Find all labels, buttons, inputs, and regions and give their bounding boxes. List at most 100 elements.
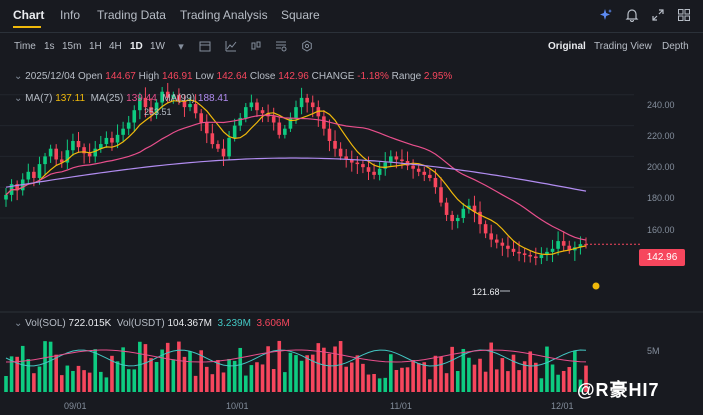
volume-bar: [366, 374, 371, 392]
indicator-icon[interactable]: [224, 39, 238, 53]
interval-1s[interactable]: 1s: [44, 41, 55, 52]
candle-body: [561, 241, 566, 246]
volume-bar: [478, 358, 482, 392]
volume-bar: [210, 374, 215, 392]
interval-1d[interactable]: 1D: [130, 41, 143, 52]
volume-bar: [455, 370, 460, 392]
candle-body: [210, 133, 215, 145]
volume-bar: [15, 356, 19, 392]
volume-bar: [76, 365, 81, 392]
candle-type-icon[interactable]: [249, 39, 263, 53]
tab-trading-analysis[interactable]: Trading Analysis: [180, 8, 268, 22]
view-trading-view[interactable]: Trading View: [594, 41, 652, 52]
candle-body: [489, 233, 493, 240]
candle-body: [472, 205, 477, 212]
volume-bar: [534, 362, 538, 392]
volume-bar: [121, 347, 125, 392]
volume-bar: [522, 361, 527, 392]
candle-body: [333, 141, 337, 149]
y-tick-160: 160.00: [647, 225, 675, 235]
candle-body: [227, 137, 231, 157]
volume-bar: [400, 367, 404, 392]
candle-body: [204, 122, 209, 134]
sparkle-icon[interactable]: [597, 6, 615, 24]
candle-body: [455, 218, 460, 222]
volume-bar: [171, 359, 176, 392]
volume-bar: [177, 341, 181, 392]
open-value: 144.67: [105, 71, 136, 82]
volume-bar: [143, 344, 148, 392]
candle-body: [349, 159, 354, 163]
volume-bar: [338, 341, 343, 392]
volume-bar: [4, 376, 8, 392]
time-label[interactable]: Time: [14, 41, 36, 52]
tab-chart[interactable]: Chart: [13, 8, 45, 22]
volume-bar: [43, 341, 47, 392]
candle-body: [288, 117, 293, 129]
volume-bar: [244, 375, 248, 392]
calendar-icon[interactable]: [198, 39, 212, 53]
view-original[interactable]: Original: [548, 41, 586, 52]
volume-bar: [383, 377, 388, 392]
chevron-down-icon[interactable]: ▾: [178, 40, 184, 53]
volume-bar: [411, 360, 415, 392]
volume-bar: [99, 371, 103, 392]
candle-body: [110, 137, 114, 143]
range-label: Range: [391, 71, 422, 82]
low-value: 142.64: [216, 71, 248, 82]
candle-body: [71, 141, 75, 151]
close-value: 142.96: [278, 71, 309, 82]
expand-icon[interactable]: [649, 6, 667, 24]
tab-trading-data[interactable]: Trading Data: [97, 8, 166, 22]
volume-bar: [433, 355, 438, 392]
tab-square[interactable]: Square: [281, 8, 320, 22]
volume-bar: [48, 341, 53, 392]
interval-1h[interactable]: 1H: [89, 41, 102, 52]
volume-bar: [333, 346, 337, 392]
open-label: Open: [78, 71, 103, 82]
volume-bar: [104, 377, 109, 392]
volume-bar: [227, 358, 231, 392]
candle-body: [82, 147, 86, 154]
high-annotation: 253.51: [144, 107, 172, 117]
candle-body: [305, 97, 309, 103]
change-label: CHANGE: [311, 71, 355, 82]
candle-body: [578, 244, 583, 248]
volume-bar: [556, 374, 560, 392]
volume-bar: [405, 367, 410, 392]
x-tick-1101: 11/01: [390, 401, 412, 411]
candle-body: [310, 102, 315, 108]
candle-body: [43, 156, 47, 165]
candle-body: [550, 248, 555, 252]
vol-sol-value: 722.015K: [68, 318, 112, 329]
divider: [0, 32, 703, 33]
volume-bar: [26, 359, 31, 392]
candle-body: [344, 156, 348, 160]
bell-icon[interactable]: [623, 6, 641, 24]
candle-body: [99, 144, 103, 149]
candle-body: [76, 141, 81, 148]
candle-body: [238, 117, 243, 126]
view-depth[interactable]: Depth: [662, 41, 689, 52]
volume-bar: [416, 363, 421, 392]
candle-body: [500, 242, 505, 246]
interval-1w[interactable]: 1W: [150, 41, 165, 52]
volume-bar: [277, 340, 282, 392]
range-value: 2.95%: [423, 71, 453, 82]
volume-bar: [327, 353, 332, 392]
candle-body: [37, 164, 42, 178]
interval-4h[interactable]: 4H: [109, 41, 122, 52]
candle-body: [165, 91, 170, 98]
candle-body: [221, 148, 226, 157]
grid-icon[interactable]: [675, 6, 693, 24]
tab-info[interactable]: Info: [60, 8, 81, 22]
volume-bar: [483, 371, 488, 392]
volume-bar: [372, 373, 376, 392]
settings-icon[interactable]: [300, 39, 314, 53]
template-icon[interactable]: [274, 39, 288, 53]
volume-bar: [305, 355, 309, 392]
interval-15m[interactable]: 15m: [62, 41, 82, 52]
volume-bar: [93, 349, 98, 392]
volume-bar: [221, 372, 226, 392]
